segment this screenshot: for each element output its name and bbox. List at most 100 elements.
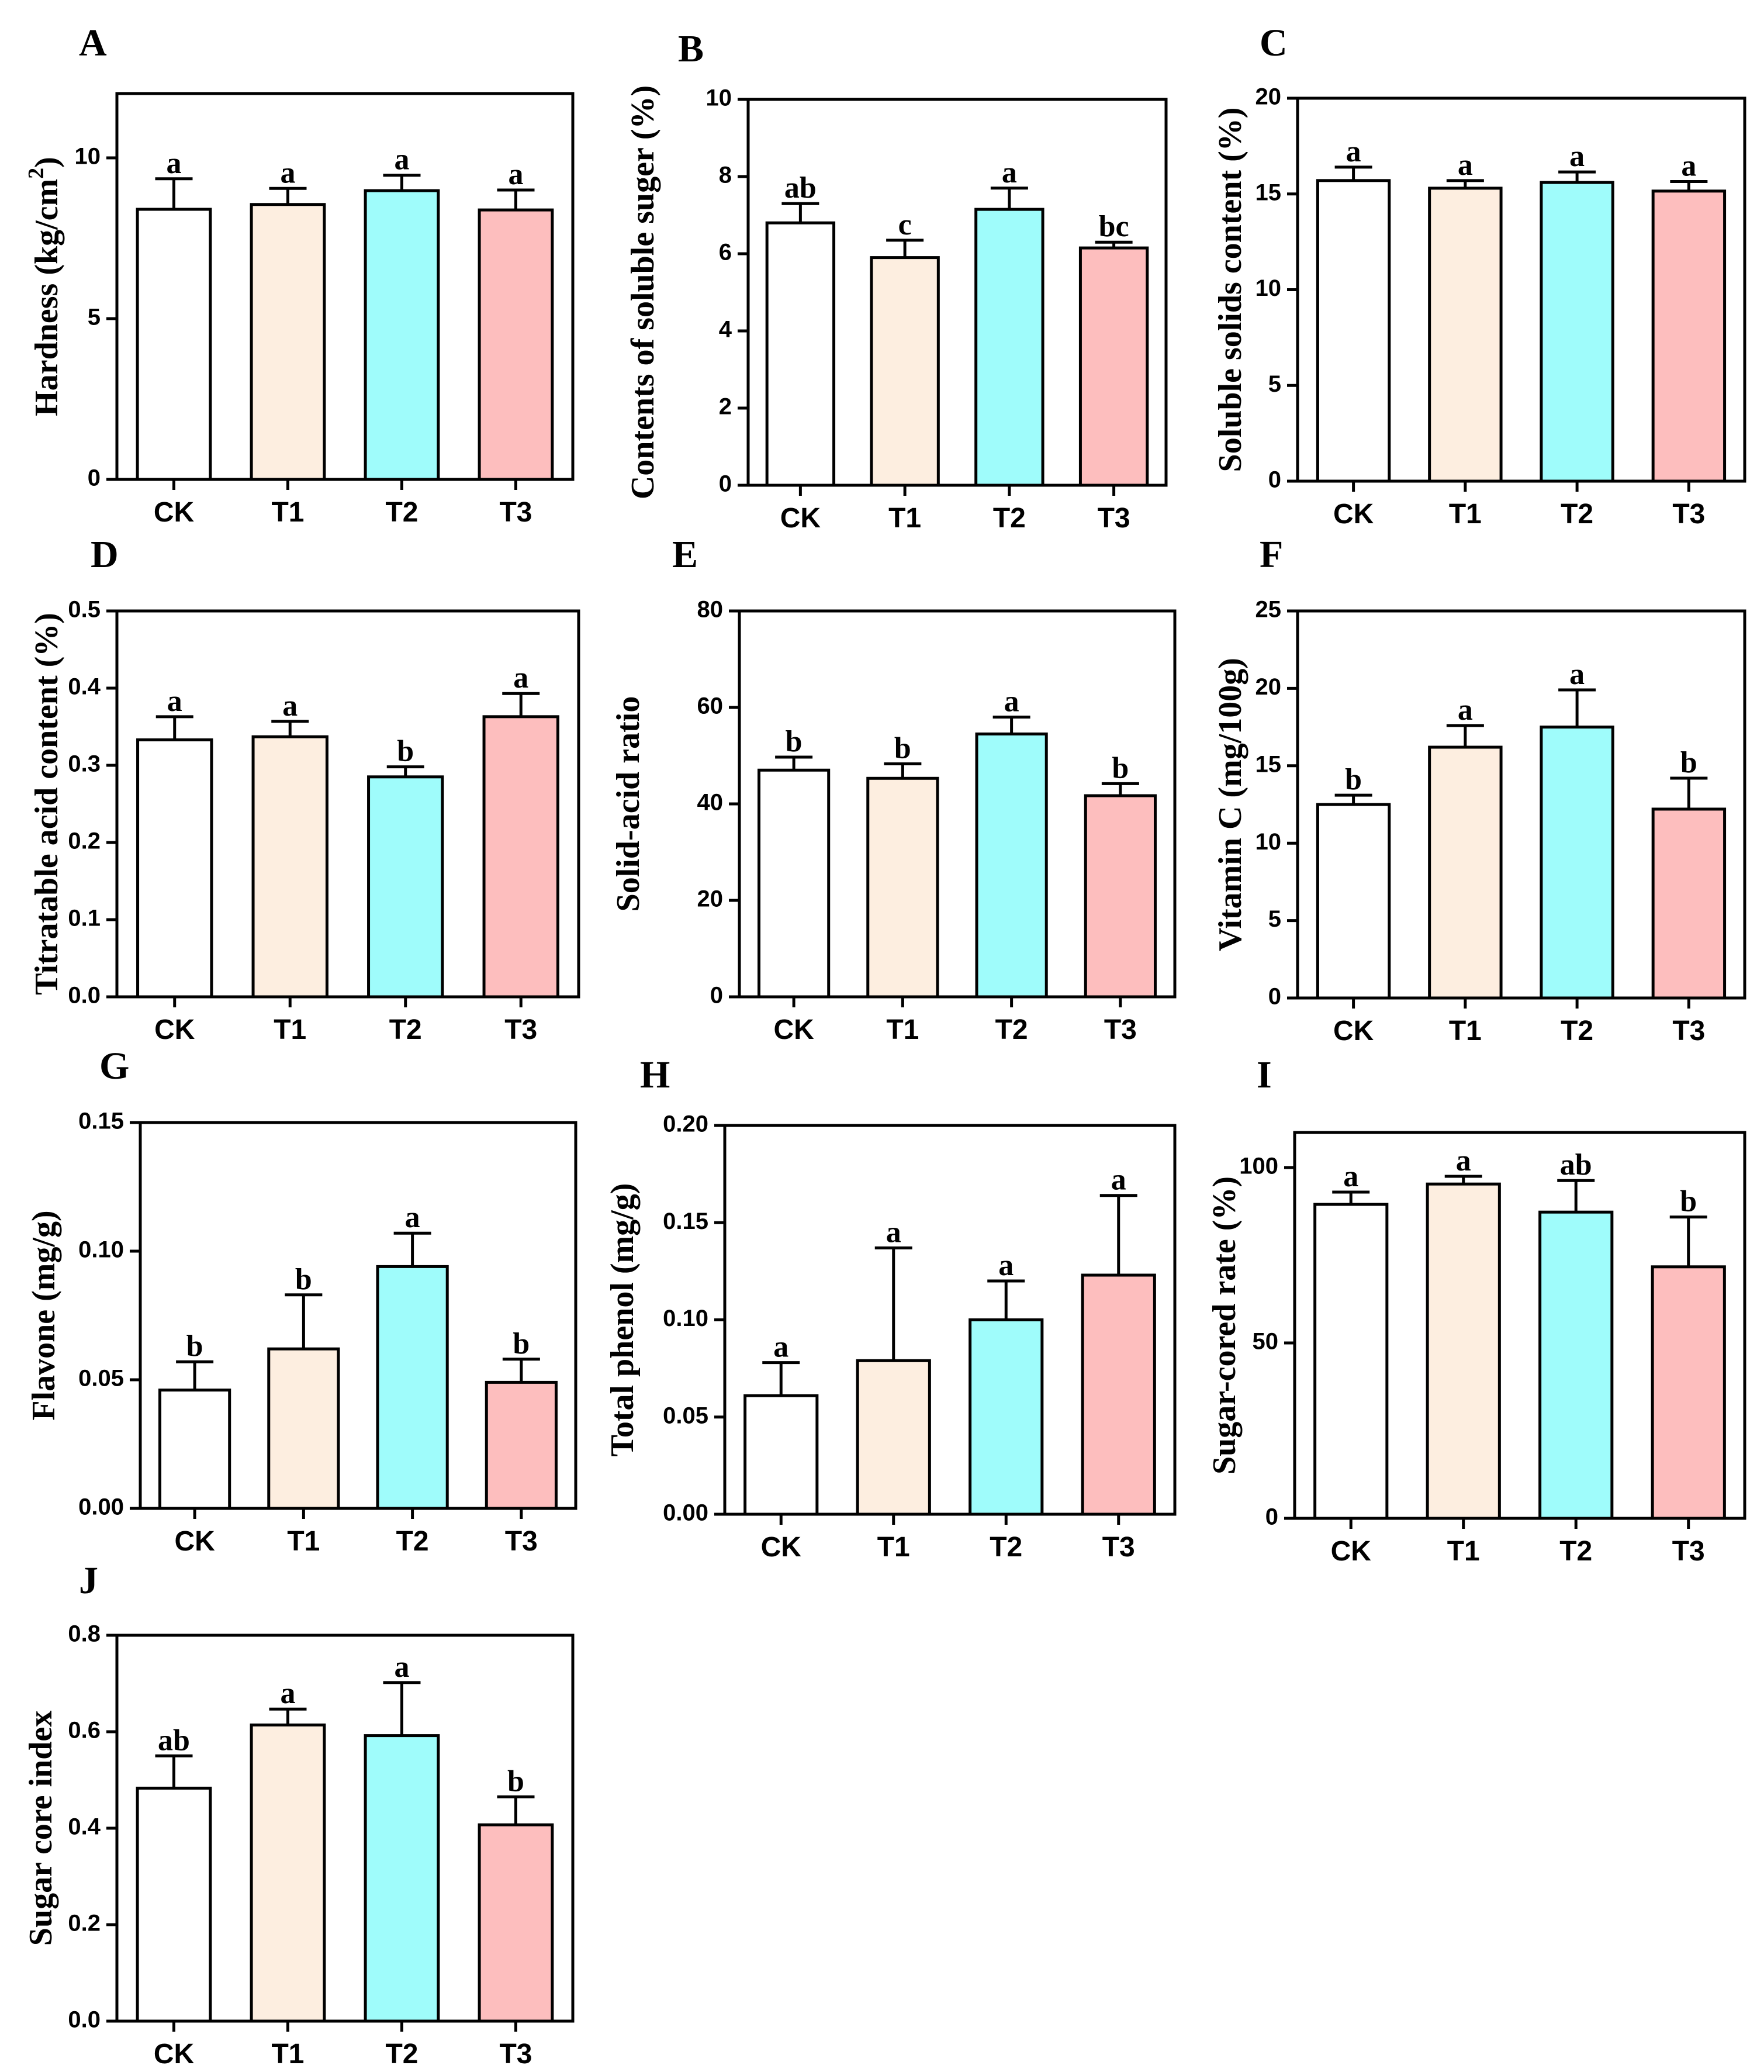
- panel-g: Gb CK b T1 a T2 b T3 0.00 0.05 0.10 0.15 Flavone (mg…: [26, 1045, 577, 1557]
- panel-a: Aa CK a T1 a T2 a T3 0 5 10 Hardness (kg/cm2): [24, 22, 575, 528]
- x-tick-label: CK: [154, 1014, 195, 1045]
- y-axis-label-part: Hardness (kg/cm: [29, 179, 65, 416]
- panel-letter: E: [672, 533, 698, 576]
- plot-frame: [139, 1121, 577, 1510]
- y-tick-label: 6: [719, 240, 732, 265]
- significance-letter: a: [998, 1249, 1014, 1282]
- significance-letter: c: [898, 208, 912, 241]
- x-tick-label: T2: [995, 1014, 1028, 1045]
- significance-letter: b: [894, 732, 911, 765]
- x-tick-label: T3: [504, 1014, 537, 1045]
- y-tick-label: 10: [1255, 829, 1282, 855]
- x-tick-label: T3: [499, 497, 532, 528]
- bar-t1: [1426, 1182, 1501, 1520]
- y-tick-label: 60: [697, 693, 724, 719]
- x-tick-label: CK: [1333, 499, 1374, 530]
- y-tick-label: 50: [1253, 1329, 1279, 1355]
- x-tick-label: T2: [993, 503, 1026, 534]
- panel-letter: D: [91, 533, 119, 576]
- significance-letter: b: [513, 1327, 530, 1360]
- x-tick-label: T1: [1447, 1536, 1480, 1567]
- y-axis-label: Hardness (kg/cm2): [24, 157, 65, 416]
- bar-t2: [364, 189, 440, 481]
- significance-letter: a: [1004, 685, 1019, 719]
- y-tick-label: 0.4: [68, 1814, 101, 1840]
- x-tick-label: T2: [990, 1532, 1022, 1563]
- y-tick-label: 0: [719, 471, 732, 497]
- bar-t1: [1428, 745, 1503, 1000]
- x-tick-label: CK: [1333, 1016, 1374, 1047]
- significance-letter: a: [167, 147, 182, 180]
- y-tick-label: 0: [1268, 984, 1281, 1010]
- significance-letter: b: [786, 725, 803, 758]
- significance-letter: a: [1569, 658, 1585, 691]
- y-axis-label: Vitamin C (mg/100g): [1212, 658, 1248, 951]
- x-tick-label: CK: [174, 1526, 215, 1557]
- y-tick-label: 5: [88, 305, 101, 330]
- bar-t2: [1540, 726, 1614, 1000]
- x-tick-label: T1: [877, 1532, 910, 1563]
- panel-h: Ha CK a T1 a T2 a T3 0.00 0.05 0.10 0.15 0.20 Total p…: [604, 1054, 1177, 1563]
- x-tick-label: T1: [274, 1014, 306, 1045]
- bar-ck: [1313, 1203, 1389, 1520]
- bar-t1: [870, 256, 940, 487]
- significance-letter: a: [1456, 1144, 1471, 1177]
- y-tick-label: 5: [1268, 371, 1281, 397]
- significance-letter: a: [281, 1677, 296, 1710]
- bar-t1: [267, 1347, 340, 1510]
- panel-c: Ca CK a T1 a T2 a T3 0 5 10 15 20 Soluble solids cont…: [1212, 22, 1746, 530]
- x-tick-label: T3: [1672, 499, 1705, 530]
- panel-letter: H: [640, 1054, 670, 1096]
- y-tick-label: 10: [706, 85, 732, 111]
- bar-ck: [136, 208, 212, 481]
- plot-frame: [746, 98, 1168, 487]
- significance-letter: a: [509, 158, 524, 191]
- significance-letter: b: [1680, 1185, 1697, 1218]
- y-tick-label: 20: [1255, 84, 1282, 110]
- significance-letter: b: [186, 1329, 203, 1363]
- y-axis-label: Solid-acid ratio: [610, 696, 646, 912]
- y-axis-label: Sugar-cored rate (%): [1206, 1176, 1243, 1474]
- bar-t2: [974, 208, 1044, 487]
- x-tick-label: T2: [1559, 1536, 1592, 1567]
- significance-letter: a: [1346, 135, 1361, 168]
- bar-t1: [866, 776, 939, 999]
- significance-letter: a: [1002, 156, 1017, 189]
- significance-letter: a: [1111, 1163, 1126, 1197]
- y-tick-label: 10: [75, 144, 101, 170]
- y-tick-label: 5: [1268, 906, 1281, 932]
- y-tick-label: 40: [697, 790, 724, 816]
- significance-letter: a: [1569, 140, 1585, 173]
- y-tick-label: 0.0: [68, 983, 101, 1009]
- y-tick-label: 0.2: [68, 1911, 101, 1936]
- y-tick-label: 20: [1255, 674, 1282, 700]
- bar-ck: [1316, 179, 1391, 483]
- significance-letter: a: [1343, 1160, 1358, 1193]
- y-tick-label: 0: [88, 465, 101, 491]
- significance-letter: a: [513, 661, 528, 695]
- significance-letter: a: [1458, 693, 1473, 727]
- y-tick-label: 0.15: [78, 1108, 124, 1134]
- y-tick-label: 15: [1255, 179, 1282, 205]
- y-tick-label: 0.8: [68, 1621, 101, 1647]
- plot-frame: [115, 609, 580, 999]
- x-tick-label: T1: [886, 1014, 919, 1045]
- significance-letter: b: [295, 1263, 312, 1296]
- y-axis-label: Flavone (mg/g): [26, 1210, 62, 1420]
- panel-letter: A: [79, 22, 107, 64]
- y-tick-label: 0.0: [68, 2007, 101, 2033]
- x-tick-label: T2: [389, 1014, 422, 1045]
- y-axis-label-superscript: 2: [24, 168, 49, 179]
- plot-frame: [115, 92, 575, 481]
- y-axis-label: Titratable acid content (%): [29, 613, 65, 995]
- y-tick-label: 15: [1255, 751, 1282, 777]
- significance-letter: a: [281, 156, 296, 189]
- plot-frame: [1293, 1131, 1746, 1520]
- x-tick-label: CK: [154, 497, 195, 528]
- significance-letter: ab: [784, 171, 817, 205]
- panel-letter: C: [1260, 22, 1288, 64]
- y-axis-label-part: ): [29, 157, 65, 168]
- x-tick-label: T2: [385, 2039, 418, 2070]
